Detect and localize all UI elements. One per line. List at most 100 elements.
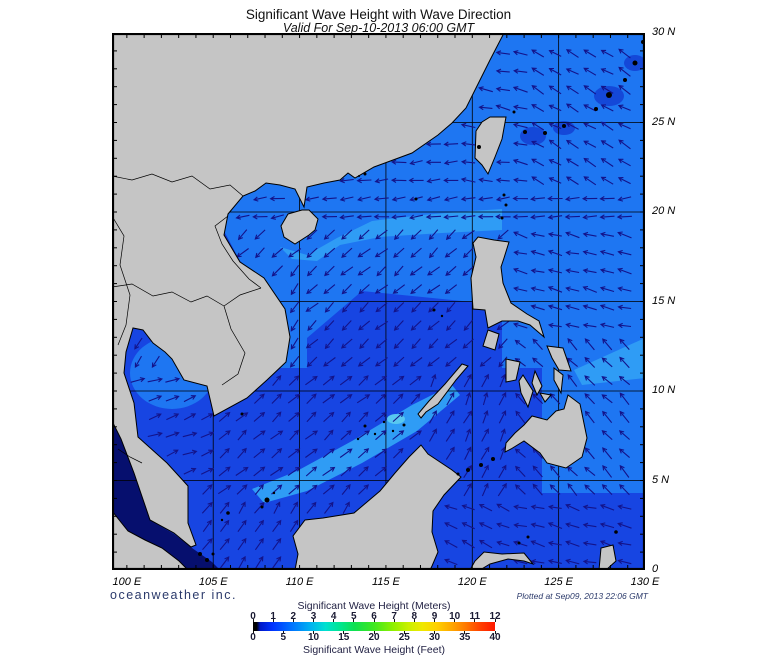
wave-direction-arrow [582, 285, 598, 293]
wave-direction-arrow [356, 430, 371, 440]
wave-direction-arrow [356, 394, 371, 404]
legend-tick-mark [494, 619, 496, 622]
small-island [479, 463, 483, 467]
wave-direction-arrow [409, 430, 422, 440]
wave-direction-arrow [512, 195, 529, 202]
wave-direction-arrow [201, 501, 213, 514]
legend-tick-label: 20 [368, 632, 380, 643]
wave-direction-arrow [583, 157, 597, 168]
legend-tick-mark [464, 631, 466, 634]
wave-direction-arrow [373, 196, 389, 202]
small-island [363, 424, 367, 428]
land-sulawesi [469, 551, 535, 571]
wave-direction-arrow [582, 559, 597, 565]
wave-direction-arrow [618, 84, 631, 95]
wave-direction-arrow [307, 320, 317, 331]
wave-direction-arrow [429, 428, 437, 442]
legend-tick-mark [393, 619, 395, 622]
legend-tick-mark [373, 631, 375, 634]
legend-tick-label: 12 [489, 611, 501, 622]
wave-direction-arrow [601, 484, 613, 495]
wave-direction-arrow [530, 196, 545, 202]
legend-tick-mark [474, 619, 476, 622]
wave-direction-arrow [582, 214, 597, 220]
wave-direction-arrow [617, 249, 632, 256]
wave-direction-arrow [305, 375, 318, 386]
legend-title-meters: Significant Wave Height (Meters) [297, 600, 451, 612]
wave-direction-arrow [271, 448, 283, 459]
wave-direction-arrow [512, 104, 528, 110]
wave-direction-arrow [584, 447, 595, 460]
wave-direction-arrow [566, 357, 578, 368]
wave-direction-arrow [547, 285, 563, 293]
wave-direction-arrow [374, 448, 388, 458]
legend-tick-label: 8 [411, 611, 418, 622]
lon-label: 120 E [457, 576, 487, 588]
wave-direction-arrow [392, 284, 406, 294]
wave-direction-arrow [547, 249, 563, 257]
wave-direction-arrow [617, 504, 632, 510]
wave-direction-arrow [463, 482, 472, 497]
land-bohol [539, 392, 552, 403]
wave-direction-arrow [340, 338, 353, 349]
wave-direction-arrow [495, 86, 510, 92]
wave-direction-arrow [618, 430, 630, 440]
wave-direction-arrow [391, 196, 406, 202]
wave-direction-arrow [530, 522, 545, 528]
wave-direction-arrow [444, 504, 458, 510]
wave-direction-arrow [321, 196, 337, 202]
land-panay [505, 358, 521, 383]
wave-direction-arrow [409, 357, 423, 367]
legend-tick-mark [403, 631, 405, 634]
wave-direction-arrow [495, 196, 510, 202]
wave-direction-arrow [374, 178, 389, 184]
wave-direction-arrow [618, 66, 631, 77]
wave-direction-arrow [183, 467, 197, 475]
wave-direction-arrow [358, 284, 370, 295]
wave-direction-arrow [306, 393, 317, 404]
wave-direction-arrow [583, 49, 597, 58]
wave-direction-arrow [218, 430, 231, 440]
lat-label: 5 N [652, 473, 670, 486]
wave-direction-arrow [357, 196, 371, 202]
wave-direction-arrow [445, 356, 457, 367]
legend-tick-label: 10 [449, 611, 461, 622]
wave-direction-arrow [513, 504, 528, 510]
wave-direction-arrow [582, 540, 597, 547]
wave-direction-arrow [339, 178, 354, 184]
wave-direction-arrow [443, 159, 458, 166]
wave-direction-arrow [548, 177, 562, 184]
wave-direction-arrow [322, 375, 335, 386]
wave-direction-arrow [201, 449, 214, 457]
legend-tick-label: 40 [489, 632, 501, 643]
wave-direction-arrow [617, 304, 632, 310]
lon-label: 130 E [630, 576, 660, 588]
wave-direction-arrow [565, 522, 580, 529]
wave-direction-arrow [530, 249, 545, 256]
wave-direction-arrow [602, 338, 613, 351]
wave-direction-arrow [514, 484, 526, 495]
wave-direction-arrow [584, 356, 596, 368]
wave-direction-arrow [306, 501, 317, 514]
wave-direction-arrow [134, 337, 143, 350]
wave-direction-arrow [323, 229, 335, 240]
wave-direction-arrow [252, 196, 267, 202]
legend-tick-mark [353, 619, 355, 622]
wave-direction-arrow [617, 158, 631, 167]
wave-direction-arrow [254, 537, 264, 551]
wave-direction-arrow [376, 265, 387, 277]
wave-direction-arrow [564, 196, 580, 202]
legend-tick-label: 1 [270, 611, 276, 622]
wave-direction-arrow [565, 268, 580, 274]
wave-direction-arrow [374, 466, 388, 477]
wave-direction-arrow [602, 410, 613, 424]
wave-direction-arrow [290, 501, 298, 514]
wave-direction-arrow [565, 558, 580, 565]
wave-direction-arrow [288, 248, 302, 258]
wave-direction-arrow [499, 373, 506, 388]
wave-direction-arrow [359, 301, 369, 313]
wave-direction-arrow [289, 519, 299, 532]
wave-direction-arrow [582, 231, 597, 238]
wave-direction-arrow [532, 338, 543, 350]
wave-direction-arrow [495, 159, 510, 165]
